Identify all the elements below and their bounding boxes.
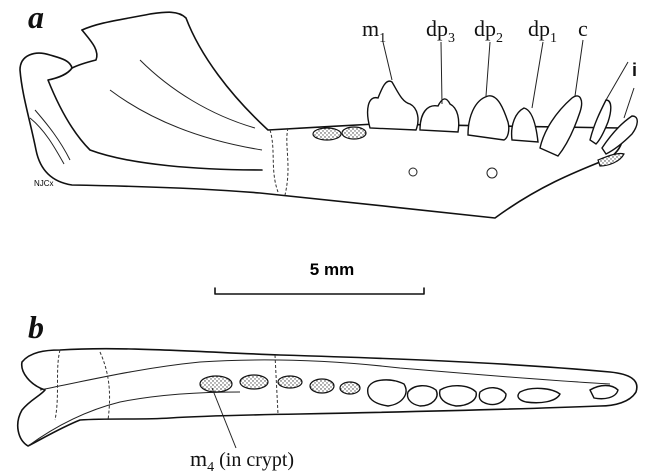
signature: NJCx [34,179,54,188]
scale-bar-label: 5 mm [310,260,354,279]
scale-bar [215,288,424,294]
panel-label: a [28,0,44,35]
tooth-label: dp2 [474,16,503,46]
tooth-label: dp1 [528,16,557,46]
mandible-occlusal [18,349,637,448]
crypt-label: m4 (in crypt) [190,446,294,473]
tooth-label: m1 [362,16,386,46]
panel-label: b [28,309,44,345]
figure: a m1 dp3 dp2 dp1 c i NJCx 5 mm b [0,0,647,473]
tooth-label: c [578,16,588,41]
tooth-label: dp3 [426,16,455,46]
incisor-label: i [632,60,637,80]
mandible-lateral [20,12,637,218]
